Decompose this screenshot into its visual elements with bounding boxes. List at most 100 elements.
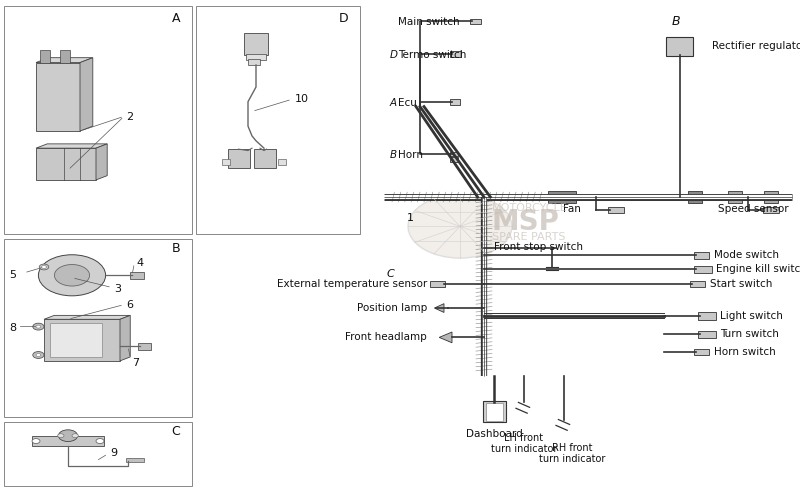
Text: A: A [390,98,397,107]
Text: 3: 3 [114,283,122,293]
Circle shape [58,434,64,438]
Bar [430,281,445,287]
Text: D: D [390,50,398,60]
Text: Fan: Fan [563,204,581,214]
Text: MOTORCYCLE: MOTORCYCLE [492,203,568,212]
Bar [4,7,192,234]
Bar [450,52,461,58]
Text: 10: 10 [294,94,308,104]
Bar [248,60,260,66]
Text: 8: 8 [10,322,17,332]
Text: B: B [171,242,180,255]
Bar [728,192,742,203]
Bar [450,100,460,105]
Bar [764,192,778,203]
Bar [278,160,286,166]
Bar [4,422,192,486]
Text: Dashboard: Dashboard [466,428,522,438]
Text: 1: 1 [406,212,414,222]
Bar [486,404,503,421]
Bar [254,150,276,168]
Polygon shape [36,144,107,149]
Bar [60,51,70,63]
Bar [698,313,716,320]
Text: Engine kill switch: Engine kill switch [716,264,800,274]
Text: 4: 4 [136,258,143,267]
Text: C: C [171,425,180,438]
Bar [4,239,192,417]
Bar [44,320,120,361]
Circle shape [42,266,46,269]
Text: 7: 7 [132,358,139,367]
Text: Speed sensor: Speed sensor [718,204,789,214]
Circle shape [33,324,44,330]
Bar [126,458,144,462]
Circle shape [58,430,78,442]
Bar [763,208,779,214]
Text: D: D [338,12,348,25]
Text: Horn switch: Horn switch [714,346,775,356]
Bar [246,55,266,61]
Bar [666,38,693,57]
Text: SPARE PARTS: SPARE PARTS [492,232,566,242]
Text: A: A [171,12,180,25]
Text: Front headlamp: Front headlamp [346,332,427,342]
Text: B: B [671,15,680,28]
Bar [688,192,702,203]
Polygon shape [96,144,107,181]
Text: 5: 5 [10,270,17,280]
Text: 6: 6 [126,299,134,309]
Bar [196,7,360,234]
Bar [36,149,96,181]
Text: 9: 9 [110,447,118,457]
Bar [130,272,144,279]
Bar [450,158,458,163]
Text: Horn: Horn [398,150,422,160]
Text: Main switch: Main switch [398,17,459,26]
Text: 2: 2 [126,112,134,122]
Polygon shape [36,59,93,63]
Bar [32,436,104,447]
Circle shape [96,439,104,444]
Text: Front stop switch: Front stop switch [494,242,582,252]
Circle shape [32,439,40,444]
Text: C: C [386,268,394,278]
Text: LH front
turn indicator: LH front turn indicator [491,432,557,453]
Text: Light switch: Light switch [720,310,783,320]
Bar [694,267,712,273]
Polygon shape [439,332,452,343]
Bar [244,34,268,56]
Text: External temperature sensor: External temperature sensor [277,278,427,288]
Bar [222,160,230,166]
Bar [40,51,50,63]
Polygon shape [44,316,130,320]
Bar [483,402,506,422]
Bar [690,281,705,287]
Text: B: B [390,150,397,160]
Bar [548,192,576,203]
Bar [50,323,102,357]
Circle shape [38,255,106,296]
Circle shape [408,195,512,259]
Bar [470,20,481,25]
Bar [36,63,80,132]
Bar [608,208,624,214]
Text: RH front
turn indicator: RH front turn indicator [539,442,605,463]
Text: Termo switch: Termo switch [398,50,466,60]
Bar [138,343,151,350]
Text: Turn switch: Turn switch [720,328,779,338]
Polygon shape [434,304,444,313]
Bar [694,253,709,259]
Bar [694,349,709,356]
Text: Start switch: Start switch [710,278,772,288]
Circle shape [33,352,44,359]
Bar [450,152,458,157]
Text: Rectifier regulator: Rectifier regulator [712,41,800,51]
Text: Position lamp: Position lamp [357,303,427,312]
Circle shape [54,265,90,286]
Text: Ecu: Ecu [398,98,417,107]
Bar [228,150,250,168]
Text: MSP: MSP [492,208,560,236]
Circle shape [72,434,78,438]
Polygon shape [120,316,130,361]
